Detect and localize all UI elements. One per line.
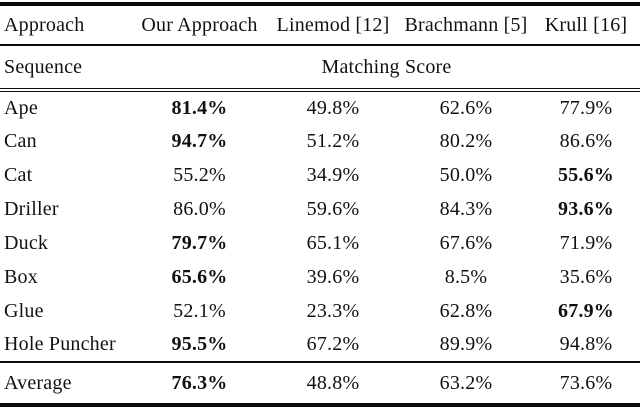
score-cell: 63.2% — [439, 371, 493, 394]
table-row-driller: Driller 86.0% 59.6% 84.3% 93.6% — [0, 192, 640, 226]
score-cell: 94.8% — [532, 328, 640, 363]
score-cell: 65.1% — [306, 231, 360, 254]
score-cell: 52.1% — [173, 299, 226, 322]
table-row-cat: Cat 55.2% 34.9% 50.0% 55.6% — [0, 158, 640, 192]
score-cell: 49.8% — [306, 96, 360, 119]
sequence-name: Ape — [4, 96, 38, 119]
score-cell: 94.7% — [171, 129, 228, 152]
score-cell: 71.9% — [559, 231, 613, 254]
sequence-name: Driller — [4, 197, 59, 220]
score-cell: 62.6% — [439, 96, 493, 119]
table-row-box: Box 65.6% 39.6% 8.5% 35.6% — [0, 260, 640, 294]
score-cell: 55.2% — [173, 163, 226, 186]
score-cell: 59.6% — [306, 197, 360, 220]
sequence-name: Glue — [4, 299, 44, 322]
header-approach: Approach — [0, 4, 133, 46]
score-cell: 8.5% — [444, 265, 488, 288]
sequence-name: Can — [4, 129, 37, 152]
average-label: Average — [4, 371, 72, 394]
score-cell: 50.0% — [439, 163, 493, 186]
header-row: Approach Our Approach Linemod [12] Brach… — [0, 4, 640, 46]
score-cell: 93.6% — [558, 197, 614, 220]
sequence-name: Cat — [4, 163, 33, 186]
table-row-hole-puncher: Hole Puncher 95.5% 67.2% 89.9% 94.8% — [0, 328, 640, 363]
score-cell: 67.2% — [266, 328, 400, 363]
sequence-name: Box — [4, 265, 38, 288]
score-cell: 39.6% — [306, 265, 360, 288]
score-cell: 55.6% — [558, 163, 614, 186]
score-cell: 67.6% — [439, 231, 493, 254]
score-cell: 89.9% — [400, 328, 532, 363]
subheader-row: Sequence Matching Score — [0, 45, 640, 92]
score-cell: 35.6% — [559, 265, 613, 288]
table-row-can: Can 94.7% 51.2% 80.2% 86.6% — [0, 124, 640, 158]
subheader-matching-score: Matching Score — [133, 45, 640, 92]
table-row-duck: Duck 79.7% 65.1% 67.6% 71.9% — [0, 226, 640, 260]
score-cell: 80.2% — [439, 129, 493, 152]
score-cell: 62.8% — [439, 299, 493, 322]
header-krull: Krull [16] — [532, 4, 640, 46]
score-cell: 86.0% — [173, 197, 226, 220]
score-cell: 77.9% — [559, 96, 613, 119]
score-cell: 84.3% — [439, 197, 493, 220]
table-row-glue: Glue 52.1% 23.3% 62.8% 67.9% — [0, 294, 640, 328]
score-cell: 51.2% — [306, 129, 360, 152]
table-row-ape: Ape 81.4% 49.8% 62.6% 77.9% — [0, 90, 640, 124]
score-cell: 67.9% — [558, 299, 614, 322]
header-linemod: Linemod [12] — [266, 4, 400, 46]
score-cell: 48.8% — [306, 371, 360, 394]
score-cell: 86.6% — [559, 129, 613, 152]
score-cell: 76.3% — [171, 371, 228, 394]
score-cell: 34.9% — [306, 163, 360, 186]
header-our-approach: Our Approach — [133, 4, 266, 46]
score-cell: 65.6% — [171, 265, 228, 288]
header-brachmann: Brachmann [5] — [400, 4, 532, 46]
sequence-name: Hole Puncher — [0, 328, 133, 363]
table-row-average: Average 76.3% 48.8% 63.2% 73.6% — [0, 362, 640, 405]
sequence-name: Duck — [4, 231, 49, 254]
score-cell: 79.7% — [171, 231, 228, 254]
results-table: Approach Our Approach Linemod [12] Brach… — [0, 2, 640, 407]
score-cell: 23.3% — [306, 299, 360, 322]
score-cell: 95.5% — [133, 328, 266, 363]
score-cell: 73.6% — [559, 371, 613, 394]
score-cell: 81.4% — [171, 96, 228, 119]
subheader-sequence: Sequence — [0, 45, 133, 92]
